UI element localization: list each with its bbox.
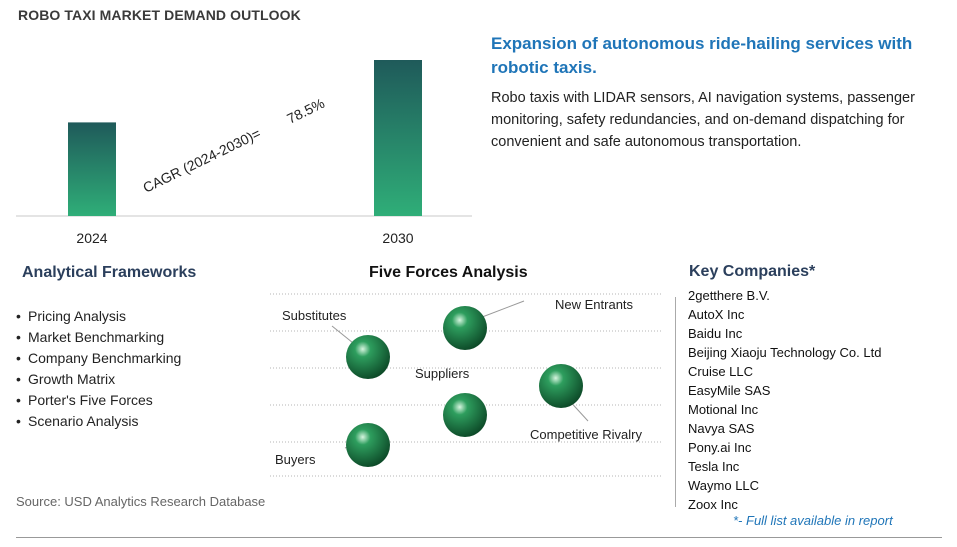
- competitive-rivalry-sphere: [539, 364, 583, 408]
- bar-2024: [68, 122, 116, 216]
- new-entrants-sphere: [443, 306, 487, 350]
- buyers-label: Buyers: [275, 452, 316, 467]
- suppliers-label: Suppliers: [415, 366, 470, 381]
- list-item: Zoox Inc: [688, 497, 738, 512]
- list-item: Navya SAS: [688, 421, 755, 436]
- description: Robo taxis with LIDAR sensors, AI naviga…: [491, 90, 915, 150]
- list-item: Motional Inc: [688, 402, 759, 417]
- list-item: EasyMile SAS: [688, 383, 771, 398]
- list-item: Waymo LLC: [688, 478, 760, 493]
- frameworks-title: Analytical Frameworks: [22, 264, 197, 281]
- list-item: • Growth Matrix: [16, 371, 116, 387]
- headline: Expansion of autonomous ride-hailing ser…: [491, 34, 913, 77]
- bottom-divider: [16, 537, 942, 538]
- companies-divider: [675, 297, 676, 507]
- list-item: • Scenario Analysis: [16, 413, 139, 429]
- substitutes-label: Substitutes: [282, 308, 347, 323]
- new-entrants-label: New Entrants: [555, 297, 634, 312]
- x-tick-label: 2030: [382, 230, 413, 246]
- list-item: AutoX Inc: [688, 307, 745, 322]
- suppliers-sphere: [443, 393, 487, 437]
- list-item: • Company Benchmarking: [16, 350, 182, 366]
- companies-title: Key Companies*: [689, 263, 816, 280]
- list-item: Tesla Inc: [688, 459, 740, 474]
- companies-note: *- Full list available in report: [733, 513, 893, 528]
- bar-chart: 2024 2030 CAGR (2024-2030)= 78.5%: [16, 60, 472, 246]
- list-item: 2getthere B.V.: [688, 288, 770, 303]
- companies-list: 2getthere B.V. AutoX Inc Baidu Inc Beiji…: [688, 286, 881, 514]
- list-item: • Pricing Analysis: [16, 308, 127, 324]
- competitive-rivalry-label: Competitive Rivalry: [530, 427, 642, 442]
- list-item: • Porter's Five Forces: [16, 392, 153, 408]
- list-item: Baidu Inc: [688, 326, 743, 341]
- substitutes-sphere: [346, 335, 390, 379]
- source-text: Source: USD Analytics Research Database: [16, 494, 266, 509]
- chart-title: ROBO TAXI MARKET DEMAND OUTLOOK: [18, 7, 301, 23]
- buyers-sphere: [346, 423, 390, 467]
- x-tick-label: 2024: [76, 230, 107, 246]
- bar-2030: [374, 60, 422, 216]
- five-forces-title: Five Forces Analysis: [369, 264, 528, 281]
- frameworks-list: • Pricing Analysis • Market Benchmarking •…: [16, 306, 181, 432]
- list-item: • Market Benchmarking: [16, 329, 165, 345]
- list-item: Beijing Xiaoju Technology Co. Ltd: [688, 345, 882, 360]
- list-item: Cruise LLC: [688, 364, 754, 379]
- list-item: Pony.ai Inc: [688, 440, 752, 455]
